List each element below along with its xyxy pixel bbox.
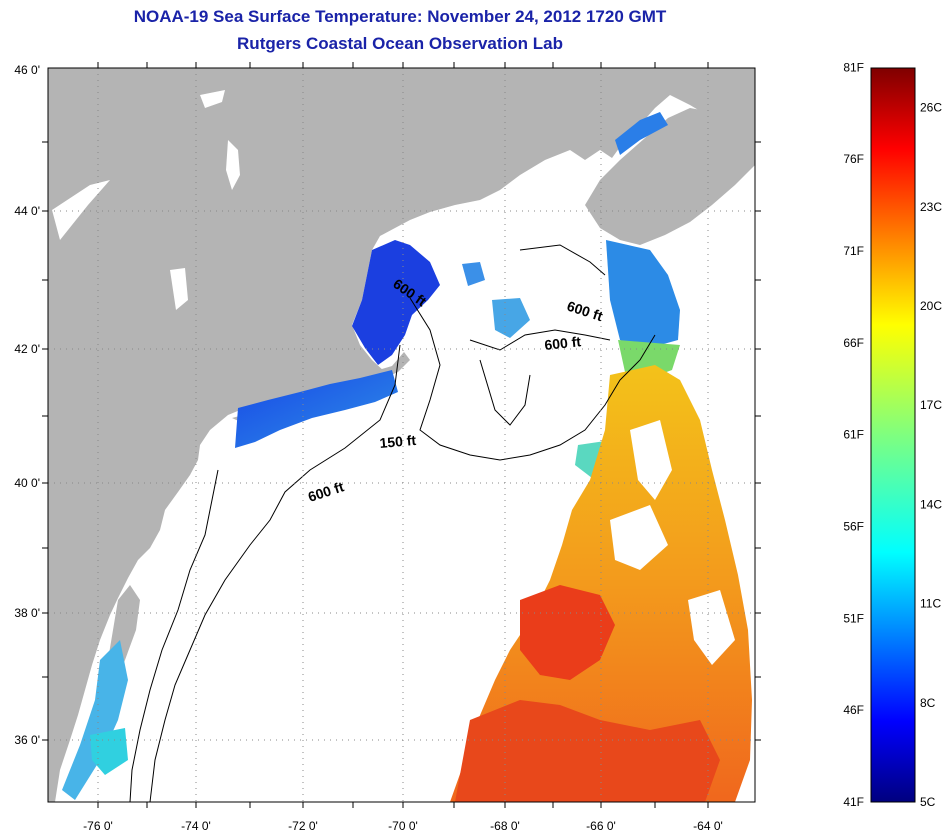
sst-transition-green <box>618 340 680 378</box>
tick-marks <box>42 62 761 808</box>
depth-label-georges-east: 600 ft <box>544 333 582 353</box>
sst-gulf-stream-warm <box>450 365 752 802</box>
sst-red-core <box>520 585 615 680</box>
map-title: NOAA-19 Sea Surface Temperature: Novembe… <box>133 7 667 26</box>
map-subtitle: Rutgers Coastal Ocean Observation Lab <box>237 34 563 53</box>
sst-scotian-shelf-upper <box>615 112 668 155</box>
lon-label-66: -66 0' <box>586 819 616 833</box>
lat-label-36: 36 0' <box>14 733 40 747</box>
graticule <box>48 68 755 802</box>
sst-georges-patch <box>492 298 530 338</box>
lat-label-46: 46 0' <box>14 63 40 77</box>
cloud-gap-1 <box>630 420 672 500</box>
sst-red-south <box>455 700 720 802</box>
depth-label-150: 150 ft <box>379 432 417 451</box>
lake-3 <box>52 180 110 240</box>
sst-midatlantic-coastal <box>62 640 128 800</box>
land-nova-scotia <box>585 108 755 245</box>
bathymetry-contours <box>129 244 656 802</box>
sst-georges-patch-2 <box>462 262 485 286</box>
lat-label-42: 42 0' <box>14 342 40 356</box>
plot-frame <box>47 67 756 803</box>
lon-label-76: -76 0' <box>83 819 113 833</box>
land-mainland <box>48 68 755 802</box>
lat-label-44: 44 0' <box>14 204 40 218</box>
sst-gulf-of-maine-cold <box>352 240 440 365</box>
sst-cape-hatteras <box>90 728 128 775</box>
lon-label-74: -74 0' <box>181 819 211 833</box>
cloud-gap-2 <box>610 505 668 570</box>
lon-label-70: -70 0' <box>388 819 418 833</box>
cloud-gap-3 <box>688 590 735 665</box>
lake-4 <box>170 268 188 310</box>
lon-label-72: -72 0' <box>288 819 318 833</box>
lake-1 <box>200 90 225 108</box>
lat-label-40: 40 0' <box>14 476 40 490</box>
lake-2 <box>226 140 240 190</box>
lon-label-68: -68 0' <box>490 819 520 833</box>
lon-label-64: -64 0' <box>693 819 723 833</box>
lat-label-38: 38 0' <box>14 606 40 620</box>
sst-scotian-shelf <box>606 240 680 348</box>
sst-shelf-blue <box>235 370 398 448</box>
